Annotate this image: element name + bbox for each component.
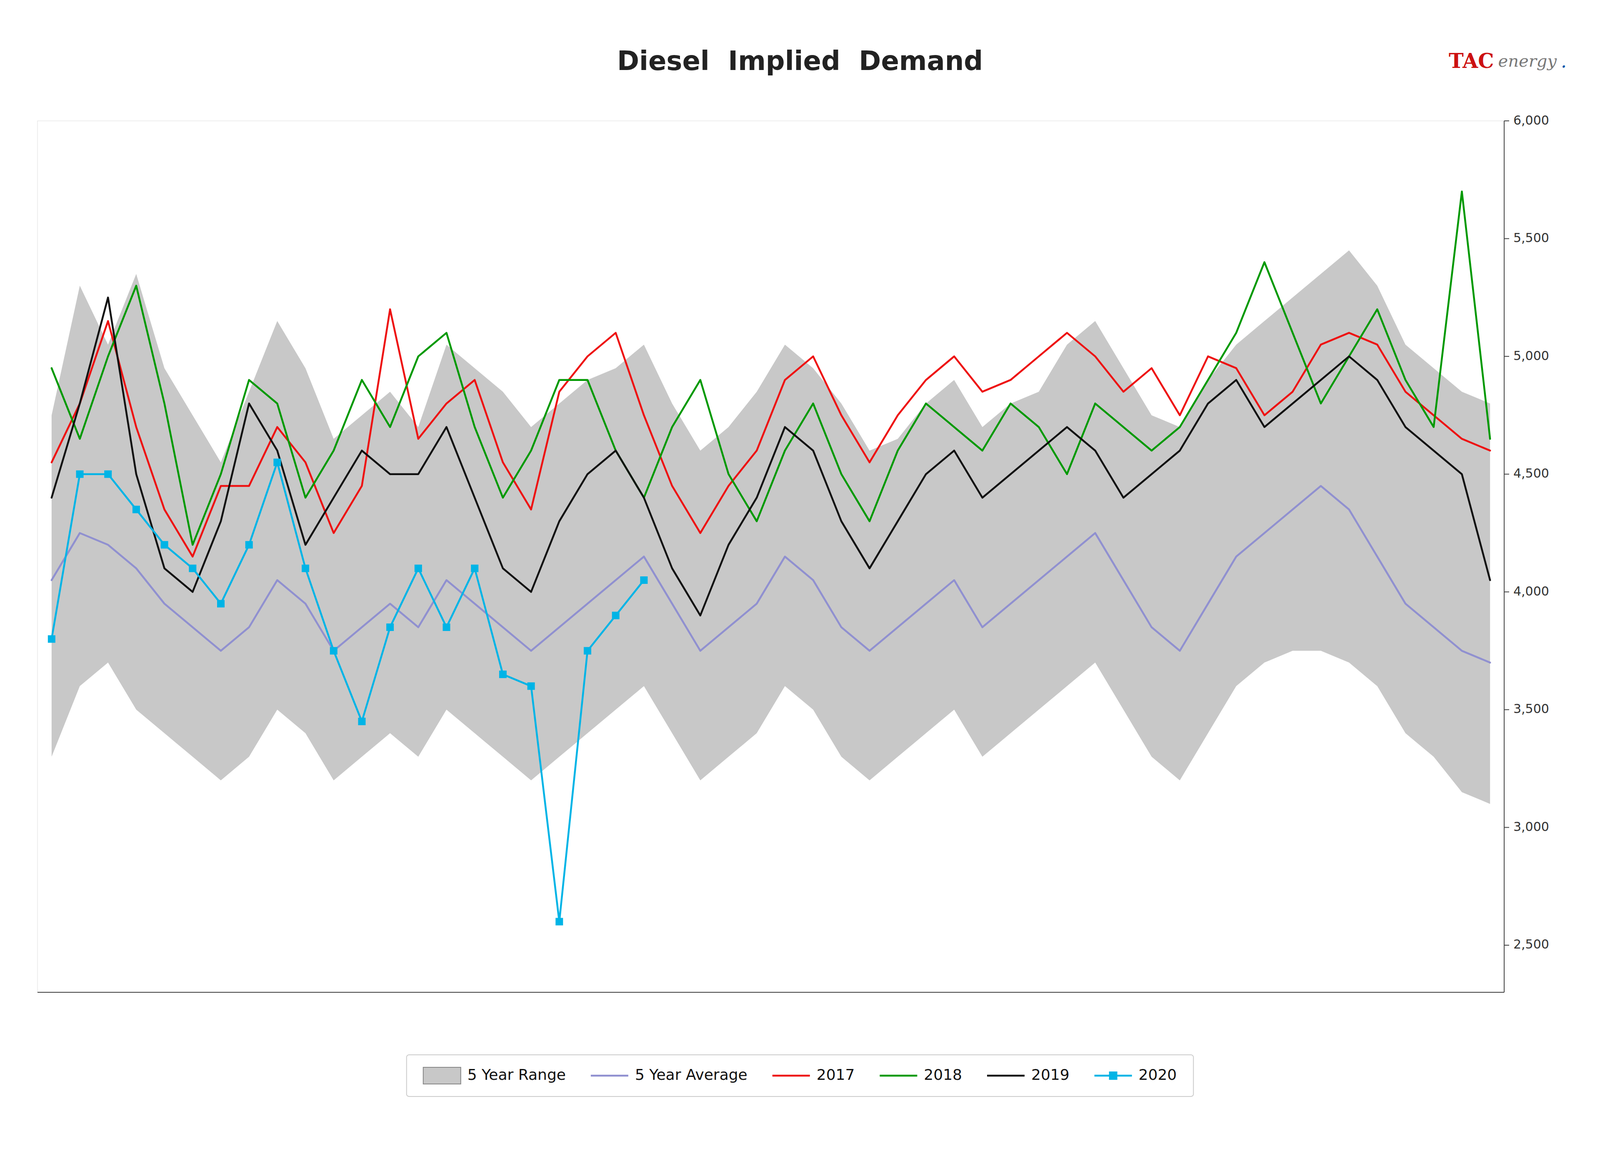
y-axis-line bbox=[1503, 120, 1505, 993]
series-line bbox=[51, 297, 1490, 616]
marker bbox=[245, 540, 253, 549]
legend-item: 2018 bbox=[879, 1065, 963, 1083]
legend-swatch bbox=[879, 1074, 918, 1077]
logo: TACenergy. bbox=[1448, 49, 1567, 73]
series-line bbox=[51, 462, 645, 922]
legend-item: 2019 bbox=[987, 1065, 1070, 1083]
y-tick-label: 4,000 bbox=[1513, 583, 1550, 599]
y-tick bbox=[1504, 826, 1510, 828]
marker bbox=[442, 623, 451, 631]
marker bbox=[612, 611, 620, 620]
legend-item: 5 Year Range bbox=[423, 1065, 566, 1084]
legend: 5 Year Range 5 Year Average 2017 2018 2019 20… bbox=[406, 1054, 1194, 1097]
legend-swatch bbox=[772, 1074, 810, 1077]
y-tick bbox=[1504, 709, 1510, 710]
y-tick-label: 3,000 bbox=[1513, 819, 1550, 834]
y-tick-label: 2,500 bbox=[1513, 936, 1550, 952]
marker bbox=[273, 458, 281, 466]
marks bbox=[47, 191, 1490, 926]
annotation: TAC bbox=[1448, 49, 1495, 73]
legend-marker bbox=[1109, 1071, 1118, 1080]
series-line bbox=[51, 485, 1490, 663]
legend-item: 2017 bbox=[772, 1065, 855, 1083]
chart: Diesel Implied Demand TACenergy. 2,500 3,00… bbox=[0, 0, 1600, 1159]
y-tick-label: 3,500 bbox=[1513, 701, 1550, 716]
y-tick bbox=[1504, 944, 1510, 946]
annotation: . bbox=[1560, 50, 1567, 72]
marker bbox=[357, 717, 366, 725]
marker bbox=[555, 917, 563, 925]
marker bbox=[217, 600, 225, 608]
y-tick bbox=[1504, 120, 1510, 122]
plot-area bbox=[37, 120, 1505, 993]
y-tick-label: 5,500 bbox=[1513, 230, 1550, 245]
marker bbox=[470, 564, 479, 573]
marker bbox=[499, 670, 507, 678]
marker bbox=[132, 505, 140, 513]
marker bbox=[76, 470, 84, 478]
legend-label: 2020 bbox=[1138, 1065, 1178, 1083]
legend-label: 2018 bbox=[923, 1065, 963, 1083]
marker bbox=[386, 623, 394, 631]
marker bbox=[640, 576, 648, 584]
marker bbox=[583, 647, 592, 655]
marker bbox=[330, 647, 338, 655]
y-tick bbox=[1504, 238, 1510, 240]
y-tick bbox=[1504, 473, 1510, 475]
legend-frame bbox=[406, 1054, 1194, 1097]
annotation: energy bbox=[1498, 51, 1558, 71]
legend-label: 5 Year Average bbox=[635, 1065, 748, 1083]
y-tick-label: 6,000 bbox=[1513, 112, 1550, 128]
title: Diesel Implied Demand bbox=[617, 45, 983, 77]
marker bbox=[414, 564, 423, 573]
marker bbox=[47, 635, 56, 643]
marker bbox=[527, 682, 535, 690]
y-tick-label: 4,500 bbox=[1513, 465, 1550, 481]
legend-item: 5 Year Average bbox=[590, 1065, 748, 1083]
marker bbox=[104, 470, 112, 478]
legend-swatch bbox=[590, 1074, 629, 1077]
range-area bbox=[51, 250, 1490, 804]
marker bbox=[188, 564, 197, 573]
marker bbox=[160, 540, 169, 549]
legend-label: 2019 bbox=[1031, 1065, 1070, 1083]
y-tick bbox=[1504, 591, 1510, 593]
x-axis-line bbox=[37, 991, 1505, 993]
legend-swatch bbox=[423, 1067, 461, 1084]
legend-label: 5 Year Range bbox=[467, 1065, 566, 1083]
legend-swatch bbox=[987, 1074, 1025, 1077]
y-tick-label: 5,000 bbox=[1513, 348, 1550, 363]
legend-label: 2017 bbox=[816, 1065, 855, 1083]
legend-item: 2020 bbox=[1094, 1065, 1178, 1083]
y-tick bbox=[1504, 355, 1510, 357]
marker bbox=[301, 564, 310, 573]
